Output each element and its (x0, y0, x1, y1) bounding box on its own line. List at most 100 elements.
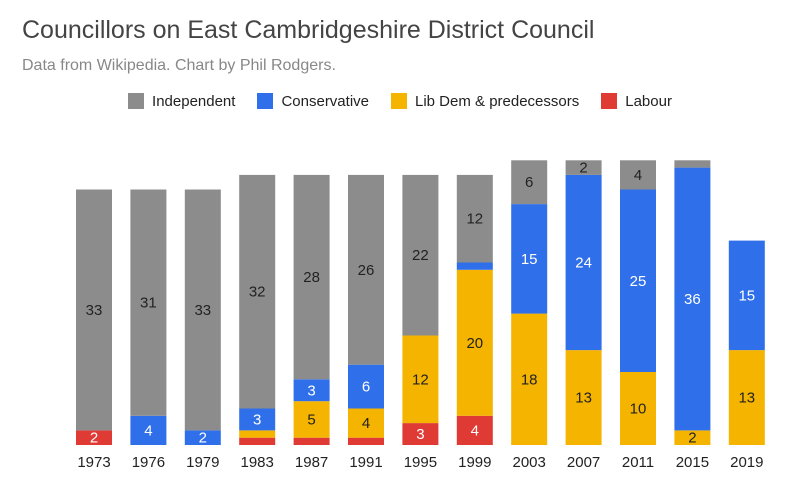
bar-segment-independent-2007 (565, 160, 602, 175)
data-label-independent-1999: 12 (466, 211, 483, 228)
data-label-conservative-2003: 15 (521, 251, 538, 268)
data-label-independent-2007: 2 (579, 160, 587, 177)
data-label-lib-dem-and-predecessors-2015: 2 (688, 430, 696, 447)
data-label-lib-dem-and-predecessors-1991: 4 (362, 415, 370, 432)
x-tick-label-1995: 1995 (404, 454, 437, 471)
x-tick-label-1983: 1983 (241, 454, 274, 471)
x-tick-label-1999: 1999 (458, 454, 491, 471)
data-label-independent-1991: 26 (358, 262, 375, 279)
data-label-conservative-1976: 4 (144, 422, 152, 439)
bar-segment-conservative-1983 (239, 408, 276, 431)
bar-segment-lib-dem-and-predecessors-1995 (402, 335, 439, 424)
bar-segment-independent-1973 (76, 189, 112, 431)
x-tick-label-1976: 1976 (132, 454, 165, 471)
bar-segment-conservative-2003 (511, 204, 548, 314)
bar-segment-lib-dem-and-predecessors-2015 (674, 430, 711, 445)
data-label-conservative-2019: 15 (738, 287, 755, 304)
bar-segment-conservative-1979 (184, 430, 221, 445)
legend-item-lib-dem-and-predecessors: Lib Dem & predecessors (391, 90, 579, 112)
bar-segment-independent-1995 (402, 174, 439, 336)
bar-segment-independent-1999 (456, 174, 493, 263)
bar-segment-lib-dem-and-predecessors-1991 (348, 408, 384, 438)
bar-segment-independent-1987 (293, 174, 330, 380)
x-tick-label-1987: 1987 (295, 454, 328, 471)
bar-segment-labour-1987 (293, 437, 330, 445)
bar-segment-lib-dem-and-predecessors-2007 (565, 350, 602, 445)
x-tick-label-2015: 2015 (676, 454, 709, 471)
bar-segment-lib-dem-and-predecessors-2011 (620, 372, 656, 445)
data-label-lib-dem-and-predecessors-2003: 18 (521, 371, 538, 388)
legend-item-conservative: Conservative (257, 90, 369, 112)
bar-segment-conservative-1976 (130, 415, 167, 445)
data-label-conservative-1979: 2 (199, 430, 207, 447)
bar-segment-conservative-2011 (620, 189, 656, 372)
bar-segment-lib-dem-and-predecessors-2019 (728, 350, 765, 445)
data-label-independent-1995: 22 (412, 247, 429, 264)
data-label-labour-1995: 3 (416, 426, 424, 443)
x-tick-label-2003: 2003 (513, 454, 546, 471)
legend-label-independent: Independent (152, 92, 236, 110)
legend-swatch-lib-dem-and-predecessors (391, 93, 407, 109)
data-label-lib-dem-and-predecessors-1995: 12 (412, 371, 429, 388)
data-label-independent-2003: 6 (525, 174, 533, 191)
data-label-independent-1976: 31 (140, 295, 157, 312)
bar-segment-labour-1983 (239, 437, 276, 445)
bar-segment-independent-2011 (620, 160, 656, 190)
x-tick-label-1973: 1973 (77, 454, 110, 471)
legend-item-labour: Labour (601, 90, 672, 112)
chart-title: Councillors on East Cambridgeshire Distr… (22, 16, 595, 44)
data-label-lib-dem-and-predecessors-2007: 13 (575, 390, 592, 407)
data-label-conservative-1987: 3 (307, 382, 315, 399)
bar-segment-lib-dem-and-predecessors-1983 (239, 430, 276, 438)
bar-segment-independent-2015 (674, 160, 711, 168)
bar-segment-conservative-1987 (293, 379, 330, 402)
legend-swatch-independent (128, 93, 145, 109)
data-label-labour-1999: 4 (471, 422, 479, 439)
data-label-lib-dem-and-predecessors-2019: 13 (738, 390, 755, 407)
data-label-lib-dem-and-predecessors-1987: 5 (307, 411, 315, 428)
x-tick-label-1979: 1979 (186, 454, 219, 471)
data-label-independent-1987: 28 (303, 269, 320, 286)
data-label-lib-dem-and-predecessors-2011: 10 (630, 401, 647, 418)
legend-swatch-labour (601, 93, 618, 109)
data-label-labour-1973: 2 (90, 430, 98, 447)
legend-label-lib-dem-and-predecessors: Lib Dem & predecessors (415, 92, 580, 110)
x-tick-label-2019: 2019 (730, 454, 763, 471)
bar-segment-labour-1973 (76, 430, 112, 445)
x-tick-label-1991: 1991 (349, 454, 382, 471)
bar-segment-conservative-2019 (728, 240, 765, 351)
bar-segment-independent-1979 (184, 189, 221, 431)
bar-segment-conservative-1991 (348, 364, 384, 409)
data-label-independent-1983: 32 (249, 284, 266, 301)
data-label-independent-1979: 33 (194, 302, 211, 319)
bar-segment-conservative-2007 (565, 174, 602, 351)
x-tick-label-2011: 2011 (622, 454, 654, 471)
data-label-conservative-1991: 6 (362, 379, 370, 396)
data-label-independent-1973: 33 (86, 302, 103, 319)
bar-segment-labour-1991 (348, 437, 384, 445)
bar-segment-independent-1983 (239, 174, 276, 409)
data-label-lib-dem-and-predecessors-1999: 20 (466, 335, 483, 352)
chart-legend: Independent Conservative Lib Dem & predece… (0, 90, 800, 112)
data-label-conservative-2007: 24 (575, 255, 592, 272)
legend-item-independent: Independent (128, 90, 235, 112)
bar-segment-lib-dem-and-predecessors-1987 (293, 401, 330, 438)
data-label-conservative-1983: 3 (253, 411, 261, 428)
bar-segment-lib-dem-and-predecessors-2003 (511, 313, 548, 445)
legend-label-conservative: Conservative (281, 92, 369, 110)
bar-segment-conservative-2015 (674, 167, 711, 431)
x-tick-label-2007: 2007 (567, 454, 600, 471)
data-label-conservative-2015: 36 (684, 291, 701, 308)
data-label-conservative-2011: 25 (630, 273, 647, 290)
bar-segment-independent-1976 (130, 189, 167, 416)
bar-segment-labour-1999 (456, 415, 493, 445)
legend-swatch-conservative (257, 93, 274, 109)
bar-segment-conservative-1999 (456, 262, 493, 270)
data-label-independent-2011: 4 (634, 167, 642, 184)
bar-segment-labour-1995 (402, 423, 439, 445)
bar-segment-independent-1991 (348, 174, 384, 365)
chart-subtitle: Data from Wikipedia. Chart by Phil Rodge… (22, 57, 336, 74)
bar-segment-lib-dem-and-predecessors-1999 (456, 269, 493, 416)
